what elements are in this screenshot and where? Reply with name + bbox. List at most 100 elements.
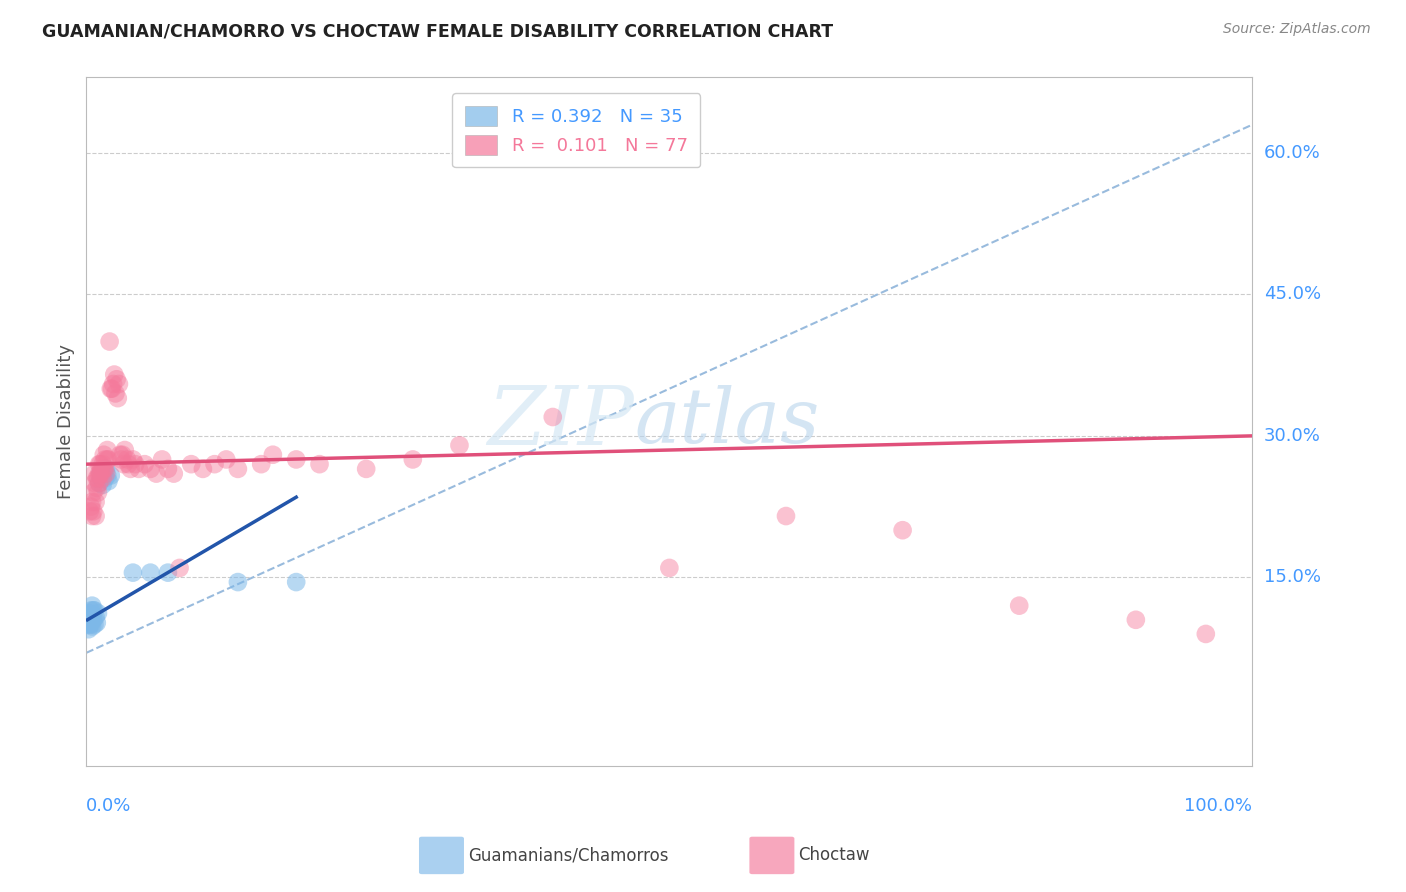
Point	[658, 561, 681, 575]
Text: 45.0%: 45.0%	[1264, 285, 1320, 303]
Point	[101, 382, 124, 396]
Point	[226, 462, 249, 476]
Point	[134, 457, 156, 471]
Text: 100.0%: 100.0%	[1184, 797, 1253, 814]
Point	[122, 566, 145, 580]
Point	[90, 462, 112, 476]
Point	[96, 443, 118, 458]
Point	[87, 471, 110, 485]
Point	[100, 382, 122, 396]
Point	[169, 561, 191, 575]
Point	[94, 462, 117, 476]
Point	[150, 452, 173, 467]
Point	[82, 485, 104, 500]
Point	[1125, 613, 1147, 627]
Point	[93, 462, 115, 476]
Point	[180, 457, 202, 471]
Point	[87, 457, 110, 471]
Point	[87, 606, 110, 620]
Point	[91, 457, 114, 471]
Point	[114, 443, 136, 458]
Point	[115, 452, 138, 467]
Point	[354, 462, 377, 476]
Point	[97, 474, 120, 488]
Point	[112, 457, 135, 471]
Point	[156, 462, 179, 476]
Point	[98, 334, 121, 349]
Point	[84, 610, 107, 624]
Point	[262, 448, 284, 462]
Point	[80, 617, 103, 632]
Point	[79, 504, 101, 518]
Point	[96, 468, 118, 483]
Point	[93, 448, 115, 462]
Point	[1195, 627, 1218, 641]
Point	[82, 495, 104, 509]
Point	[215, 452, 238, 467]
Text: 30.0%: 30.0%	[1264, 427, 1320, 445]
Point	[108, 376, 131, 391]
Point	[80, 603, 103, 617]
Point	[82, 603, 104, 617]
Point	[89, 467, 111, 481]
Point	[541, 409, 564, 424]
Point	[97, 452, 120, 467]
Point	[250, 457, 273, 471]
Point	[94, 471, 117, 485]
Point	[87, 467, 110, 481]
Legend: R = 0.392   N = 35, R =  0.101   N = 77: R = 0.392 N = 35, R = 0.101 N = 77	[451, 94, 700, 168]
Text: atlas: atlas	[634, 384, 820, 458]
Point	[84, 509, 107, 524]
Point	[204, 457, 226, 471]
Point	[122, 452, 145, 467]
Point	[775, 509, 797, 524]
Point	[90, 471, 112, 485]
Point	[402, 452, 425, 467]
Point	[128, 462, 150, 476]
Point	[156, 566, 179, 580]
Point	[96, 452, 118, 467]
Point	[117, 457, 139, 471]
Point	[84, 495, 107, 509]
Point	[83, 467, 105, 481]
Point	[76, 613, 98, 627]
Point	[94, 452, 117, 467]
Point	[83, 617, 105, 632]
Point	[120, 462, 142, 476]
Point	[89, 467, 111, 481]
Point	[77, 608, 100, 623]
Point	[93, 467, 115, 481]
Point	[101, 376, 124, 391]
Point	[82, 509, 104, 524]
Point	[82, 613, 104, 627]
Point	[89, 457, 111, 471]
Point	[90, 467, 112, 481]
Point	[80, 613, 103, 627]
Point	[1008, 599, 1031, 613]
Point	[79, 606, 101, 620]
Point	[82, 619, 104, 633]
Text: 15.0%: 15.0%	[1264, 568, 1320, 586]
Point	[94, 462, 117, 476]
Point	[449, 438, 471, 452]
Point	[80, 500, 103, 514]
Point	[91, 478, 114, 492]
Point	[82, 608, 104, 623]
Point	[110, 452, 132, 467]
Point	[111, 448, 134, 462]
Point	[82, 504, 104, 518]
Text: Source: ZipAtlas.com: Source: ZipAtlas.com	[1223, 22, 1371, 37]
Text: ZIP: ZIP	[488, 382, 634, 462]
Point	[191, 462, 214, 476]
Point	[86, 615, 108, 630]
Point	[891, 523, 914, 537]
Point	[108, 448, 131, 462]
Point	[145, 467, 167, 481]
Point	[107, 391, 129, 405]
Point	[79, 617, 101, 632]
Point	[285, 452, 308, 467]
Point	[86, 481, 108, 495]
Point	[91, 471, 114, 485]
Point	[105, 372, 128, 386]
Point	[104, 386, 127, 401]
